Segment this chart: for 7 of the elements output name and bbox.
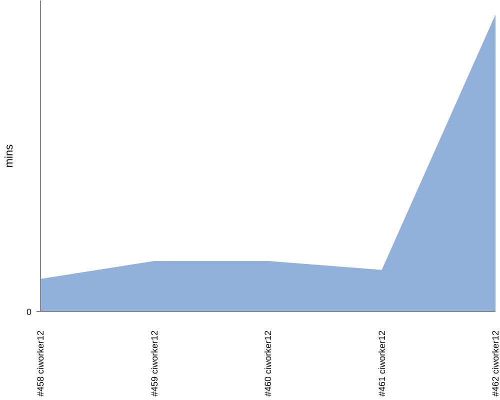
x-tick-label: #459 ciworker12 <box>149 330 160 397</box>
x-tick-label: #462 ciworker12 <box>490 330 500 397</box>
x-tick-label: #461 ciworker12 <box>376 330 387 397</box>
y-axis-title: mins <box>3 144 16 168</box>
x-tick-label: #458 ciworker12 <box>36 330 46 397</box>
text: 0 <box>26 307 32 317</box>
x-tick-label: #460 ciworker12 <box>263 330 273 397</box>
